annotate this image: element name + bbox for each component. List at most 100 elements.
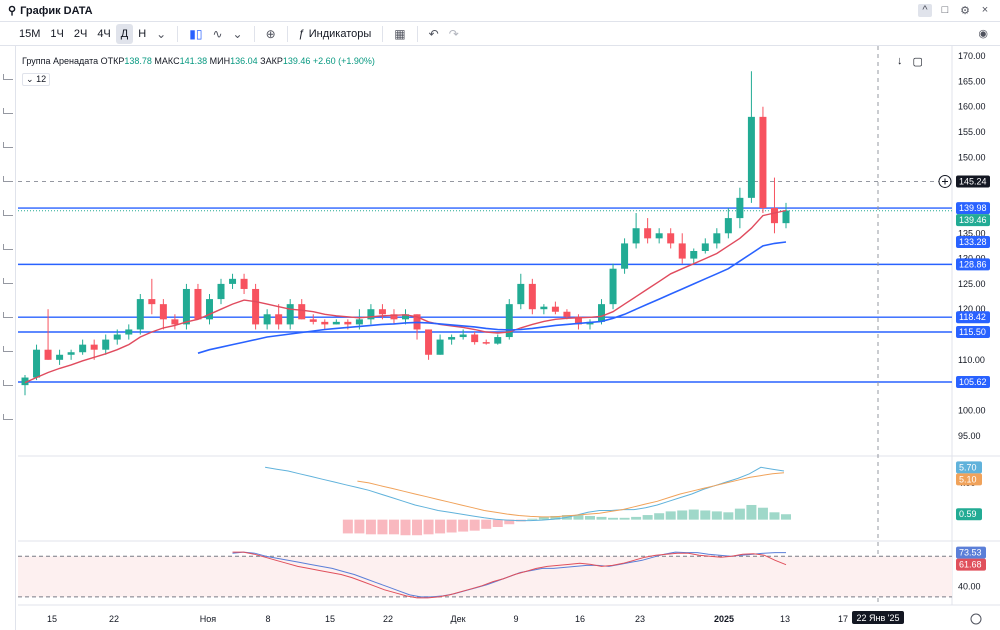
candle-body <box>390 314 398 320</box>
macd-histogram-bar <box>677 510 688 520</box>
x-tick-label: 22 <box>383 614 393 624</box>
undo-icon[interactable]: ↶ <box>428 26 439 41</box>
price-tag-bg <box>956 202 990 215</box>
x-tick-label: 17 <box>838 614 848 624</box>
chevron-down-icon[interactable]: ⌄ <box>156 26 167 41</box>
close-icon[interactable]: × <box>981 4 989 16</box>
macd-tag-bg <box>956 473 982 486</box>
tool-icon[interactable] <box>3 244 13 250</box>
chevron-down-icon[interactable]: ⌄ <box>232 26 243 41</box>
timeframe-4h[interactable]: 4Ч <box>97 27 111 40</box>
macd-histogram-bar <box>388 519 399 535</box>
price-tag: 139.46 <box>956 214 990 227</box>
change-value: +2.60 (+1.90%) <box>312 56 375 66</box>
candle-body <box>102 339 110 350</box>
redo-icon[interactable]: ↷ <box>448 26 459 41</box>
x-tick-label: 15 <box>325 614 335 624</box>
macd-histogram-bar <box>711 511 722 520</box>
price-tag: 118.42 <box>956 311 990 324</box>
timeframe-week[interactable]: Н <box>138 27 147 40</box>
candle-body <box>321 321 329 325</box>
tool-icon[interactable] <box>3 74 13 80</box>
macd-histogram-bar <box>446 519 457 533</box>
candle-body <box>448 337 456 340</box>
candle-body <box>344 321 352 325</box>
x-tick-label: 8 <box>265 614 270 624</box>
tool-icon[interactable] <box>3 176 13 182</box>
price-tag-label: 139.46 <box>959 215 987 225</box>
camera-icon[interactable]: ◉ <box>978 28 988 40</box>
timeframe-1h[interactable]: 1Ч <box>50 27 64 40</box>
tool-icon[interactable] <box>3 346 13 352</box>
timeframe-day[interactable]: Д <box>115 23 134 44</box>
candle-body <box>263 314 271 325</box>
open-value: 138.78 <box>124 56 152 66</box>
signal-line <box>357 472 785 518</box>
tool-icon[interactable] <box>3 312 13 318</box>
candle-body <box>402 314 409 320</box>
gear-icon[interactable]: ⚙ <box>960 5 970 17</box>
macd-histogram-bar <box>423 519 434 535</box>
price-tag-bg <box>956 325 990 338</box>
timeframe-15m[interactable]: 15M <box>19 27 41 40</box>
tool-icon[interactable] <box>3 142 13 148</box>
add-compare-icon[interactable]: ⊕ <box>265 26 276 41</box>
price-tag: 115.50 <box>956 325 990 338</box>
low-label: МИН <box>209 56 231 66</box>
candle-body <box>182 288 190 325</box>
tool-icon[interactable] <box>3 414 13 420</box>
divider <box>286 25 288 42</box>
candle-body <box>229 278 237 284</box>
function-icon: ƒ <box>298 27 305 40</box>
price-tag: 133.28 <box>956 235 990 248</box>
macd-histogram-bar <box>435 519 446 534</box>
y-tick-label: 155.00 <box>958 127 986 137</box>
tool-icon[interactable] <box>3 108 13 114</box>
indicators-button[interactable]: ƒ Индикаторы <box>294 28 377 40</box>
y-tick-label: 170.00 <box>958 51 986 61</box>
chevron-down-icon: ⌄ <box>26 74 34 84</box>
macd-histogram-bar <box>354 519 365 534</box>
macd-histogram-bar <box>654 513 665 520</box>
close-value: 139.46 <box>282 56 311 66</box>
x-tick-label: 16 <box>575 614 585 624</box>
macd-histogram-bar <box>458 519 469 532</box>
candle-body <box>517 283 525 305</box>
y-tick-label: 125.00 <box>958 279 986 289</box>
legend-sub-value[interactable]: ⌄ 12 <box>22 73 51 86</box>
candle-body <box>655 233 663 239</box>
divider <box>416 25 418 42</box>
macd-histogram-bar <box>688 509 699 520</box>
tool-icon[interactable] <box>3 278 13 284</box>
divider <box>382 25 384 42</box>
macd-histogram-bar <box>608 517 619 520</box>
layout-grid-icon[interactable]: ▦ <box>394 26 406 41</box>
maximize-pane-icon[interactable]: ▢ <box>912 56 923 68</box>
rsi-tag-bg <box>956 558 986 571</box>
tool-icon[interactable] <box>3 210 13 216</box>
macd-histogram-bar <box>400 519 411 536</box>
arrow-down-icon[interactable]: ↓ <box>897 55 903 67</box>
macd-histogram-bar <box>596 516 607 520</box>
line-chart-icon[interactable]: ∿ <box>212 26 223 41</box>
macd-histogram-bar <box>584 515 595 520</box>
maximize-icon[interactable]: □ <box>941 4 949 16</box>
rsi-tag-bg <box>956 546 986 559</box>
timeframe-2h[interactable]: 2Ч <box>73 27 88 40</box>
candles-icon[interactable]: ▮▯ <box>189 26 203 41</box>
price-tag: 128.86 <box>956 258 990 271</box>
macd-histogram-bar <box>538 516 549 520</box>
tool-icon[interactable] <box>3 380 13 386</box>
plus-icon <box>942 178 948 185</box>
collapse-icon[interactable]: ^ <box>918 4 932 17</box>
x-tick-label: 23 <box>635 614 645 624</box>
candle-body <box>44 349 52 360</box>
indicators-label: Индикаторы <box>308 27 372 40</box>
price-tag-label: 128.86 <box>959 259 987 269</box>
search-icon[interactable]: ⚲ <box>8 5 17 17</box>
macd-histogram-bar <box>757 507 768 520</box>
y-tick-label: 110.00 <box>958 355 985 365</box>
y-tick-label: 95.00 <box>958 431 981 441</box>
candle-body <box>309 319 317 322</box>
